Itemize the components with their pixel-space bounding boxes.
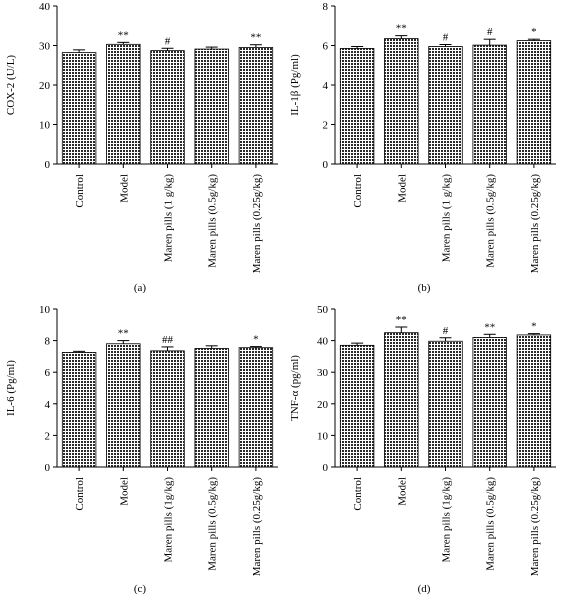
x-category-label: Maren pills (1g/kg): [441, 477, 453, 563]
panel-label: (b): [418, 282, 431, 294]
y-tick-label: 8: [45, 336, 51, 348]
y-tick-label: 0: [323, 159, 329, 171]
y-tick-label: 30: [317, 367, 329, 379]
bar-1: [62, 352, 96, 467]
x-category-label: Maren pills (1 g/kg): [163, 174, 175, 263]
bar-3: [429, 46, 463, 164]
y-tick-label: 50: [317, 304, 329, 316]
y-tick-label: 4: [45, 399, 51, 411]
bar-5: [239, 47, 273, 164]
bar-5: [517, 335, 551, 467]
x-category-label: Maren pills (0.5g/kg): [485, 174, 497, 268]
bar-1: [340, 48, 374, 164]
significance-label: #: [443, 325, 449, 337]
bar-4: [473, 337, 507, 467]
significance-label: **: [396, 314, 407, 326]
y-axis-label: COX-2 (U/L): [5, 55, 17, 116]
significance-label: **: [118, 29, 129, 41]
x-category-label: Control: [352, 174, 364, 208]
significance-label: ##: [162, 334, 174, 346]
x-category-label: Maren pills (0.25g/kg): [251, 174, 263, 274]
y-tick-label: 0: [45, 159, 51, 171]
x-category-label: Maren pills (0.25g/kg): [529, 477, 541, 577]
y-tick-label: 10: [39, 304, 51, 316]
bar-4: [195, 49, 229, 164]
bar-3: [151, 51, 185, 164]
x-category-label: Maren pills (0.5g/kg): [207, 477, 219, 571]
bar-2: [385, 39, 419, 164]
bar-5: [239, 348, 273, 467]
significance-label: *: [253, 334, 259, 346]
bar-3: [429, 341, 463, 467]
x-category-label: Maren pills (1g/kg): [163, 477, 175, 563]
y-tick-label: 10: [317, 430, 329, 442]
bar-4: [195, 349, 229, 468]
x-category-label: Maren pills (0.25g/kg): [529, 174, 541, 274]
y-axis-label: IL-1β (Pg/ml): [289, 54, 301, 116]
y-tick-label: 2: [45, 430, 51, 442]
y-tick-label: 40: [317, 336, 329, 348]
x-category-label: Model: [118, 477, 130, 506]
x-category-label: Maren pills (0.5g/kg): [207, 174, 219, 268]
x-category-label: Model: [118, 174, 130, 203]
y-tick-label: 0: [323, 462, 329, 474]
y-tick-label: 10: [39, 120, 51, 132]
x-category-label: Control: [74, 477, 86, 511]
x-category-label: Model: [396, 174, 408, 203]
y-tick-label: 30: [39, 41, 51, 53]
y-tick-label: 20: [39, 80, 51, 92]
bar-2: [385, 333, 419, 467]
bar-2: [107, 344, 141, 467]
panel-label: (a): [134, 282, 147, 294]
x-category-label: Maren pills (0.25g/kg): [251, 477, 263, 577]
y-tick-label: 6: [323, 41, 329, 53]
chart-panel-1: 0 10 20 30 40 COX-2 (U/L) Control ** Model # Maren…: [5, 1, 278, 294]
y-axis-label: TNF-α (pg/ml): [289, 355, 301, 421]
bar-1: [62, 53, 96, 164]
significance-label: #: [165, 35, 171, 47]
chart-panel-2: 0 2 4 6 8 IL-1β (Pg/ml) Control ** Model # Maren p…: [289, 1, 556, 294]
bar-1: [340, 345, 374, 467]
significance-label: **: [250, 32, 261, 44]
x-category-label: Model: [396, 477, 408, 506]
significance-label: **: [484, 321, 495, 333]
bar-2: [107, 44, 141, 164]
significance-label: **: [396, 23, 407, 35]
chart-panel-4: 0 10 20 30 40 50 TNF-α (pg/ml) Control ** Model # M…: [289, 304, 556, 595]
x-category-label: Control: [74, 174, 86, 208]
bar-3: [151, 351, 185, 467]
y-tick-label: 20: [317, 399, 329, 411]
x-category-label: Maren pills (1 g/kg): [441, 174, 453, 263]
bar-5: [517, 41, 551, 164]
x-category-label: Control: [352, 477, 364, 511]
significance-label: **: [118, 328, 129, 340]
y-tick-label: 40: [39, 1, 51, 13]
significance-label: *: [531, 26, 537, 38]
y-tick-label: 4: [323, 80, 329, 92]
y-tick-label: 2: [323, 120, 329, 132]
significance-label: #: [487, 26, 493, 38]
y-tick-label: 8: [323, 1, 329, 13]
significance-label: #: [443, 32, 449, 44]
x-category-label: Maren pills (0.5g/kg): [485, 477, 497, 571]
bar-4: [473, 45, 507, 164]
y-axis-label: IL-6 (Pg/ml): [5, 360, 17, 416]
y-tick-label: 6: [45, 367, 51, 379]
chart-panel-3: 0 2 4 6 8 10 IL-6 (Pg/ml) Control ** Model ## Maren…: [5, 304, 278, 595]
significance-label: *: [531, 321, 537, 333]
panel-label: (d): [418, 583, 431, 595]
y-tick-label: 0: [45, 462, 51, 474]
panel-label: (c): [134, 583, 147, 595]
